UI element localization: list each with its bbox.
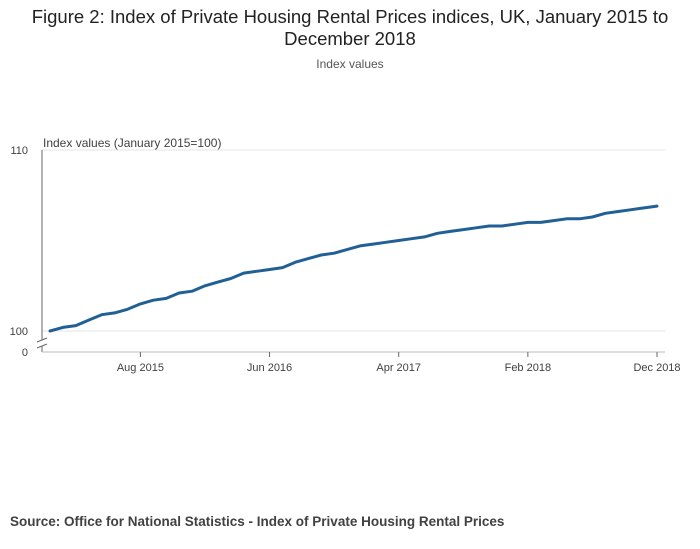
data-point (61, 326, 64, 329)
data-point (126, 308, 129, 311)
data-point (255, 270, 258, 273)
data-point (294, 261, 297, 264)
x-tick-label: Feb 2018 (505, 362, 551, 374)
data-point (488, 225, 491, 228)
y-tick-label: 110 (10, 145, 28, 157)
data-point (371, 243, 374, 246)
data-point (501, 225, 504, 228)
series-line (48, 204, 659, 333)
data-point (49, 330, 52, 333)
series-group (48, 204, 659, 333)
data-point (152, 299, 155, 302)
data-point (513, 223, 516, 226)
data-point (643, 206, 646, 209)
data-point (178, 291, 181, 294)
data-point (216, 281, 219, 284)
data-point (165, 297, 168, 300)
data-point (423, 235, 426, 238)
data-point (630, 208, 633, 211)
data-point (617, 210, 620, 213)
data-point (320, 253, 323, 256)
data-point (100, 313, 103, 316)
data-point (449, 230, 452, 233)
data-point (526, 221, 529, 224)
data-point (475, 226, 478, 229)
axis-break-mark (36, 343, 48, 349)
data-point (191, 290, 194, 293)
chart-title: Figure 2: Index of Private Housing Renta… (31, 6, 669, 49)
data-point (281, 266, 284, 269)
data-point (242, 272, 245, 275)
chart-subtitle: Index values (316, 57, 384, 71)
data-point (604, 212, 607, 215)
data-point (552, 219, 555, 222)
data-point (384, 241, 387, 244)
x-tick-label: Apr 2017 (376, 362, 421, 374)
data-point (591, 215, 594, 218)
y-axis-label: Index values (January 2015=100) (43, 136, 222, 150)
data-point (268, 268, 271, 271)
data-point (436, 232, 439, 235)
data-point (462, 228, 465, 231)
axis-break-mark (36, 337, 48, 343)
x-tick-label: Dec 2018 (633, 362, 680, 374)
data-point (565, 217, 568, 220)
data-point (397, 239, 400, 242)
data-point (358, 244, 361, 247)
x-ticks: Aug 2015 Jun 2016 Apr 2017 Feb 2018 Dec 2018 (117, 352, 681, 374)
x-tick-label: Aug 2015 (117, 362, 164, 374)
data-point (229, 277, 232, 280)
gridlines (42, 149, 665, 332)
y-ticks: 110 100 0 (10, 145, 28, 359)
y-tick-label: 100 (10, 326, 28, 338)
data-point (87, 319, 90, 322)
data-point (74, 324, 77, 327)
data-point (346, 248, 349, 251)
data-point (539, 221, 542, 224)
x-tick-label: Jun 2016 (247, 362, 292, 374)
data-point (333, 252, 336, 255)
data-point (410, 237, 413, 240)
axes (36, 150, 665, 353)
data-point (139, 302, 142, 305)
y-tick-label: 0 (22, 347, 28, 359)
data-point (578, 217, 581, 220)
data-point (307, 257, 310, 260)
data-point (203, 284, 206, 287)
data-point (113, 311, 116, 314)
data-point (656, 205, 659, 208)
source-note: Source: Office for National Statistics -… (10, 514, 505, 529)
